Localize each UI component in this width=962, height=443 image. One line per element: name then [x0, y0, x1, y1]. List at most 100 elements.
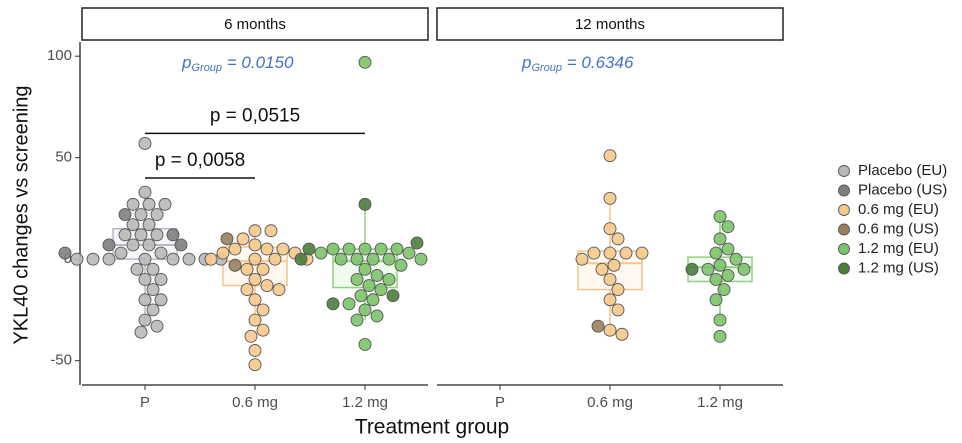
point [713, 210, 727, 223]
point [603, 246, 617, 260]
point [248, 293, 262, 307]
point [248, 224, 262, 238]
point [58, 246, 72, 260]
point [619, 246, 633, 260]
point [248, 313, 262, 327]
point [216, 246, 230, 260]
point [334, 252, 348, 266]
point [366, 293, 380, 307]
legend-label: 1.2 mg (EU) [858, 240, 939, 257]
x-tick-label: 0.6 mg [232, 394, 278, 411]
point [358, 197, 372, 211]
point [701, 262, 715, 276]
point [603, 191, 617, 205]
point [362, 279, 376, 293]
point [220, 232, 234, 246]
legend-swatch [838, 184, 850, 197]
point [603, 273, 617, 286]
point [134, 228, 148, 242]
legend-swatch [838, 243, 850, 255]
point [126, 218, 140, 232]
y-tick-label: -50 [50, 352, 72, 369]
point [244, 329, 258, 343]
point [603, 293, 617, 307]
point [154, 293, 168, 307]
point [709, 293, 723, 307]
point [126, 238, 140, 252]
point [721, 220, 735, 234]
point [264, 224, 278, 238]
point [118, 228, 132, 242]
point [138, 185, 152, 199]
point [70, 252, 84, 266]
y-tick-label: 50 [55, 149, 72, 166]
point [575, 252, 589, 266]
point [358, 303, 372, 317]
point [729, 252, 743, 266]
y-axis-label: YKL40 changes vs screening [10, 85, 32, 344]
point [276, 242, 290, 256]
point [118, 208, 132, 221]
point [721, 268, 735, 282]
point [350, 252, 364, 266]
point [134, 208, 148, 221]
point [358, 337, 372, 351]
point [174, 238, 188, 252]
point [248, 358, 262, 372]
point [142, 238, 156, 252]
point [354, 289, 368, 303]
point [142, 197, 156, 211]
bracket-label: p = 0,0058 [155, 150, 245, 171]
point [603, 323, 617, 337]
point [607, 258, 621, 272]
point [390, 242, 404, 256]
facet-strip [436, 7, 784, 41]
point [713, 313, 727, 327]
bracket-label: p = 0,0515 [210, 105, 300, 126]
point [260, 242, 274, 256]
point [138, 273, 152, 286]
x-tick-label: 1.2 mg [342, 394, 388, 411]
point [314, 246, 328, 260]
point [248, 273, 262, 286]
x-axis-label: Treatment group [355, 416, 509, 439]
point [370, 268, 384, 282]
legend-label: 1.2 mg (US) [858, 259, 939, 276]
annotation-sub: Group [531, 62, 562, 74]
point [382, 252, 396, 266]
point [713, 258, 727, 272]
point [154, 246, 168, 260]
legend-label: Placebo (US) [858, 181, 947, 198]
point [358, 242, 372, 256]
point [240, 283, 254, 297]
point [386, 289, 400, 303]
point [268, 252, 282, 266]
point [248, 344, 262, 357]
point [248, 252, 262, 266]
point [709, 273, 723, 286]
point [236, 232, 250, 246]
point [302, 242, 316, 256]
annotation-text: = 0.0150 [222, 53, 294, 72]
point [737, 262, 751, 276]
point [414, 252, 428, 266]
point [611, 303, 625, 317]
point [256, 303, 270, 317]
point [615, 327, 629, 341]
point [326, 242, 340, 256]
point [358, 262, 372, 276]
legend-label: Placebo (EU) [858, 162, 947, 179]
point [102, 238, 116, 252]
point [402, 246, 416, 260]
point [635, 246, 649, 260]
point [154, 273, 168, 286]
point [358, 55, 372, 69]
point [342, 242, 356, 256]
point [134, 325, 148, 339]
legend-swatch [838, 204, 850, 216]
point [374, 242, 388, 256]
x-tick-label: P [495, 394, 505, 411]
annotation-p: p [521, 53, 531, 72]
point [370, 309, 384, 323]
